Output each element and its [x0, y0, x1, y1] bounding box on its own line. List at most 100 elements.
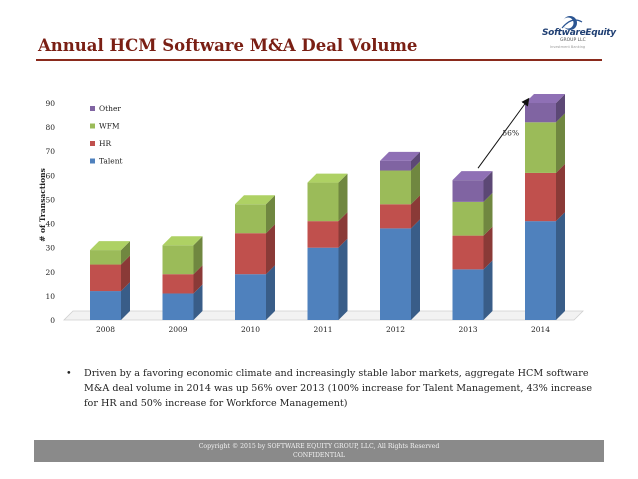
- bar-segment-wfm-2014: [525, 113, 565, 173]
- bar-side: [556, 113, 565, 173]
- y-axis-label: # of Transactions: [38, 168, 47, 242]
- bar-side: [193, 284, 203, 320]
- legend-item-talent: Talent: [90, 157, 123, 166]
- bar-front: [90, 291, 121, 320]
- bar-side: [411, 195, 420, 229]
- y-tick-label: 90: [45, 99, 55, 108]
- bar-segment-talent-2012: [380, 219, 420, 320]
- bar-side: [556, 94, 565, 123]
- bar-front: [452, 269, 484, 320]
- bar-segment-talent-2013: [452, 260, 493, 320]
- page-title: Annual HCM Software M&A Deal Volume: [38, 36, 418, 55]
- legend-swatch: [90, 141, 95, 146]
- bar-side: [483, 171, 493, 202]
- y-tick-label: 80: [45, 123, 55, 132]
- bar-segment-hr-2008: [90, 255, 130, 292]
- legend-swatch: [90, 158, 95, 164]
- bar-segment-hr-2012: [380, 195, 420, 229]
- y-axis-ticks: 0 10 20 30 40 50 60 70 80 90: [45, 99, 55, 325]
- copyright-text: Copyright © 2015 by SOFTWARE EQUITY GROU…: [198, 443, 440, 450]
- bar-top: [235, 195, 275, 205]
- y-tick-label: 10: [45, 292, 55, 301]
- bar-side: [338, 212, 348, 248]
- bar-stack-2008: [90, 241, 130, 320]
- bar-front: [452, 235, 484, 270]
- bar-side: [483, 260, 493, 320]
- bar-segment-talent-2008: [90, 282, 130, 320]
- bar-stack-2012: [380, 151, 420, 320]
- bar-top: [452, 171, 493, 181]
- bar-segment-talent-2011: [307, 238, 348, 320]
- footer: Copyright © 2015 by SOFTWARE EQUITY GROU…: [34, 440, 604, 462]
- bar-top: [162, 236, 203, 246]
- bar-stack-2010: [235, 195, 275, 320]
- bar-front: [525, 103, 556, 123]
- bar-segment-wfm-2008: [90, 241, 130, 265]
- bar-top: [380, 151, 420, 161]
- growth-annotation: 56%: [477, 97, 530, 169]
- growth-arrow: [477, 97, 530, 169]
- legend-label: HR: [99, 139, 112, 148]
- legend-label: Other: [99, 104, 121, 113]
- bar-segment-wfm-2011: [307, 173, 348, 222]
- bar-side: [483, 192, 493, 236]
- bar-segment-hr-2010: [235, 224, 275, 275]
- bar-side: [266, 224, 275, 275]
- bar-front: [525, 172, 556, 222]
- bullet-icon: •: [66, 368, 72, 379]
- bar-stack-2011: [307, 173, 348, 320]
- legend-item-wfm: WFM: [90, 122, 120, 131]
- bar-front: [235, 233, 266, 275]
- logo-sub: GROUP LLC: [560, 38, 586, 43]
- bar-front: [162, 274, 194, 294]
- bar-segment-hr-2013: [452, 226, 493, 270]
- bar-front: [380, 204, 411, 229]
- y-tick-label: 50: [45, 195, 55, 204]
- bar-side: [193, 265, 203, 294]
- confidential-text: CONFIDENTIAL: [293, 452, 345, 459]
- x-tick-label-2011: 2011: [313, 325, 332, 334]
- bar-side: [483, 226, 493, 270]
- bar-side: [338, 173, 348, 222]
- x-axis-labels: 2008 2009 2010 2011 2012 2013 2014: [96, 325, 550, 334]
- bar-segment-other-2013: [452, 171, 493, 202]
- bar-side: [338, 238, 348, 320]
- x-tick-label-2013: 2013: [458, 325, 477, 334]
- bar-side: [556, 212, 565, 320]
- y-tick-label: 60: [45, 171, 55, 180]
- bar-front: [452, 201, 484, 236]
- bar-side: [121, 282, 130, 320]
- bar-front: [307, 221, 339, 248]
- y-tick-label: 70: [45, 147, 55, 156]
- bar-segment-wfm-2013: [452, 192, 493, 236]
- bar-segment-wfm-2010: [235, 195, 275, 234]
- bar-front: [162, 293, 194, 320]
- bar-side: [411, 161, 420, 205]
- bar-side: [411, 151, 420, 171]
- y-tick-label: 40: [45, 220, 55, 229]
- legend-swatch: [90, 123, 95, 129]
- title-divider: [36, 59, 602, 61]
- bar-front: [235, 204, 266, 234]
- logo-name: SoftwareEquity: [542, 28, 616, 38]
- logo-tagline: Investment Banking: [550, 45, 586, 49]
- bar-segment-talent-2010: [235, 265, 275, 320]
- x-tick-label-2010: 2010: [241, 325, 260, 334]
- logo-swoosh-icon: [561, 16, 583, 30]
- bar-front: [307, 182, 339, 222]
- x-tick-label-2014: 2014: [531, 325, 550, 334]
- legend-item-hr: HR: [90, 139, 112, 148]
- bar-side: [266, 195, 275, 234]
- legend-label: Talent: [99, 157, 123, 166]
- x-tick-label-2009: 2009: [168, 325, 187, 334]
- legend-label: WFM: [99, 122, 120, 131]
- bar-side: [266, 265, 275, 320]
- bar-segment-talent-2014: [525, 212, 565, 320]
- legend-item-other: Other: [90, 104, 121, 113]
- commentary-bullet: • Driven by a favoring economic climate …: [66, 366, 606, 411]
- bar-top: [525, 94, 565, 103]
- bar-segment-hr-2009: [162, 265, 203, 294]
- bar-side: [121, 241, 130, 265]
- y-tick-label: 20: [45, 268, 55, 277]
- bar-top: [90, 241, 130, 251]
